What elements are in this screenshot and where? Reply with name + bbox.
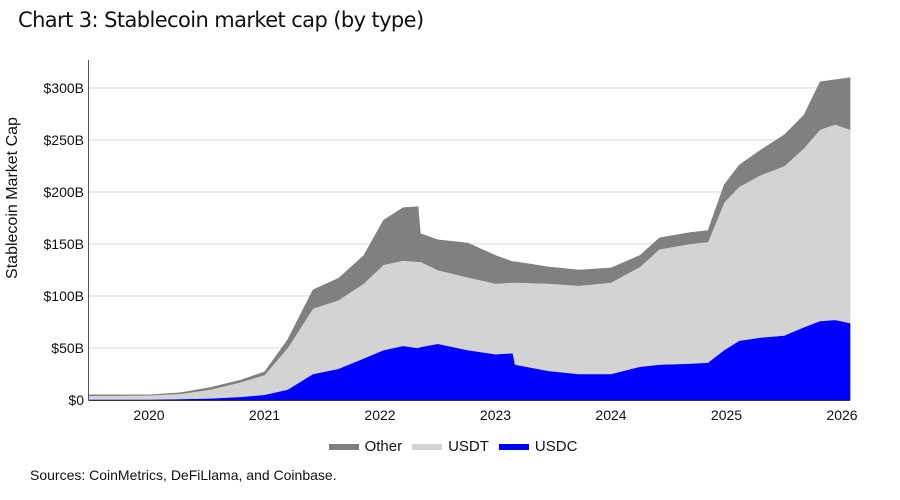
x-tick-label: 2025 [711,407,742,423]
legend-label-usdc: USDC [534,438,578,455]
chart-title: Chart 3: Stablecoin market cap (by type) [18,8,424,32]
x-tick-label: 2022 [364,407,395,423]
legend-swatch-usdt [412,443,443,450]
legend-label-other: Other [364,438,403,455]
y-tick-label: $100B [44,288,84,304]
x-tick-label: 2021 [249,407,280,423]
legend-swatch-other [328,443,359,450]
area-other [88,77,851,397]
axes [88,60,850,401]
legend-swatch-usdc [498,443,529,450]
legend: Other USDT USDC [0,438,900,455]
legend-item-other: Other [328,438,403,455]
legend-label-usdt: USDT [448,438,489,455]
y-tick-label: $0 [68,392,84,408]
y-tick-label: $200B [44,184,84,200]
x-tick-label: 2020 [133,407,164,423]
y-tick-label: $150B [44,236,84,252]
x-tick-labels: 2020 2021 2022 2023 2024 2025 2026 [133,407,857,423]
y-tick-label: $300B [44,80,84,96]
x-tick-label: 2023 [480,407,511,423]
y-tick-labels: $0 $50B $100B $150B $200B $250B $300B [44,80,85,408]
legend-item-usdc: USDC [498,438,578,455]
y-tick-label: $250B [44,132,84,148]
stacked-areas [88,77,851,401]
y-tick-label: $50B [51,340,84,356]
legend-item-usdt: USDT [412,438,489,455]
source-note: Sources: CoinMetrics, DeFiLlama, and Coi… [30,467,337,483]
x-tick-label: 2026 [826,407,857,423]
x-tick-label: 2024 [595,407,626,423]
